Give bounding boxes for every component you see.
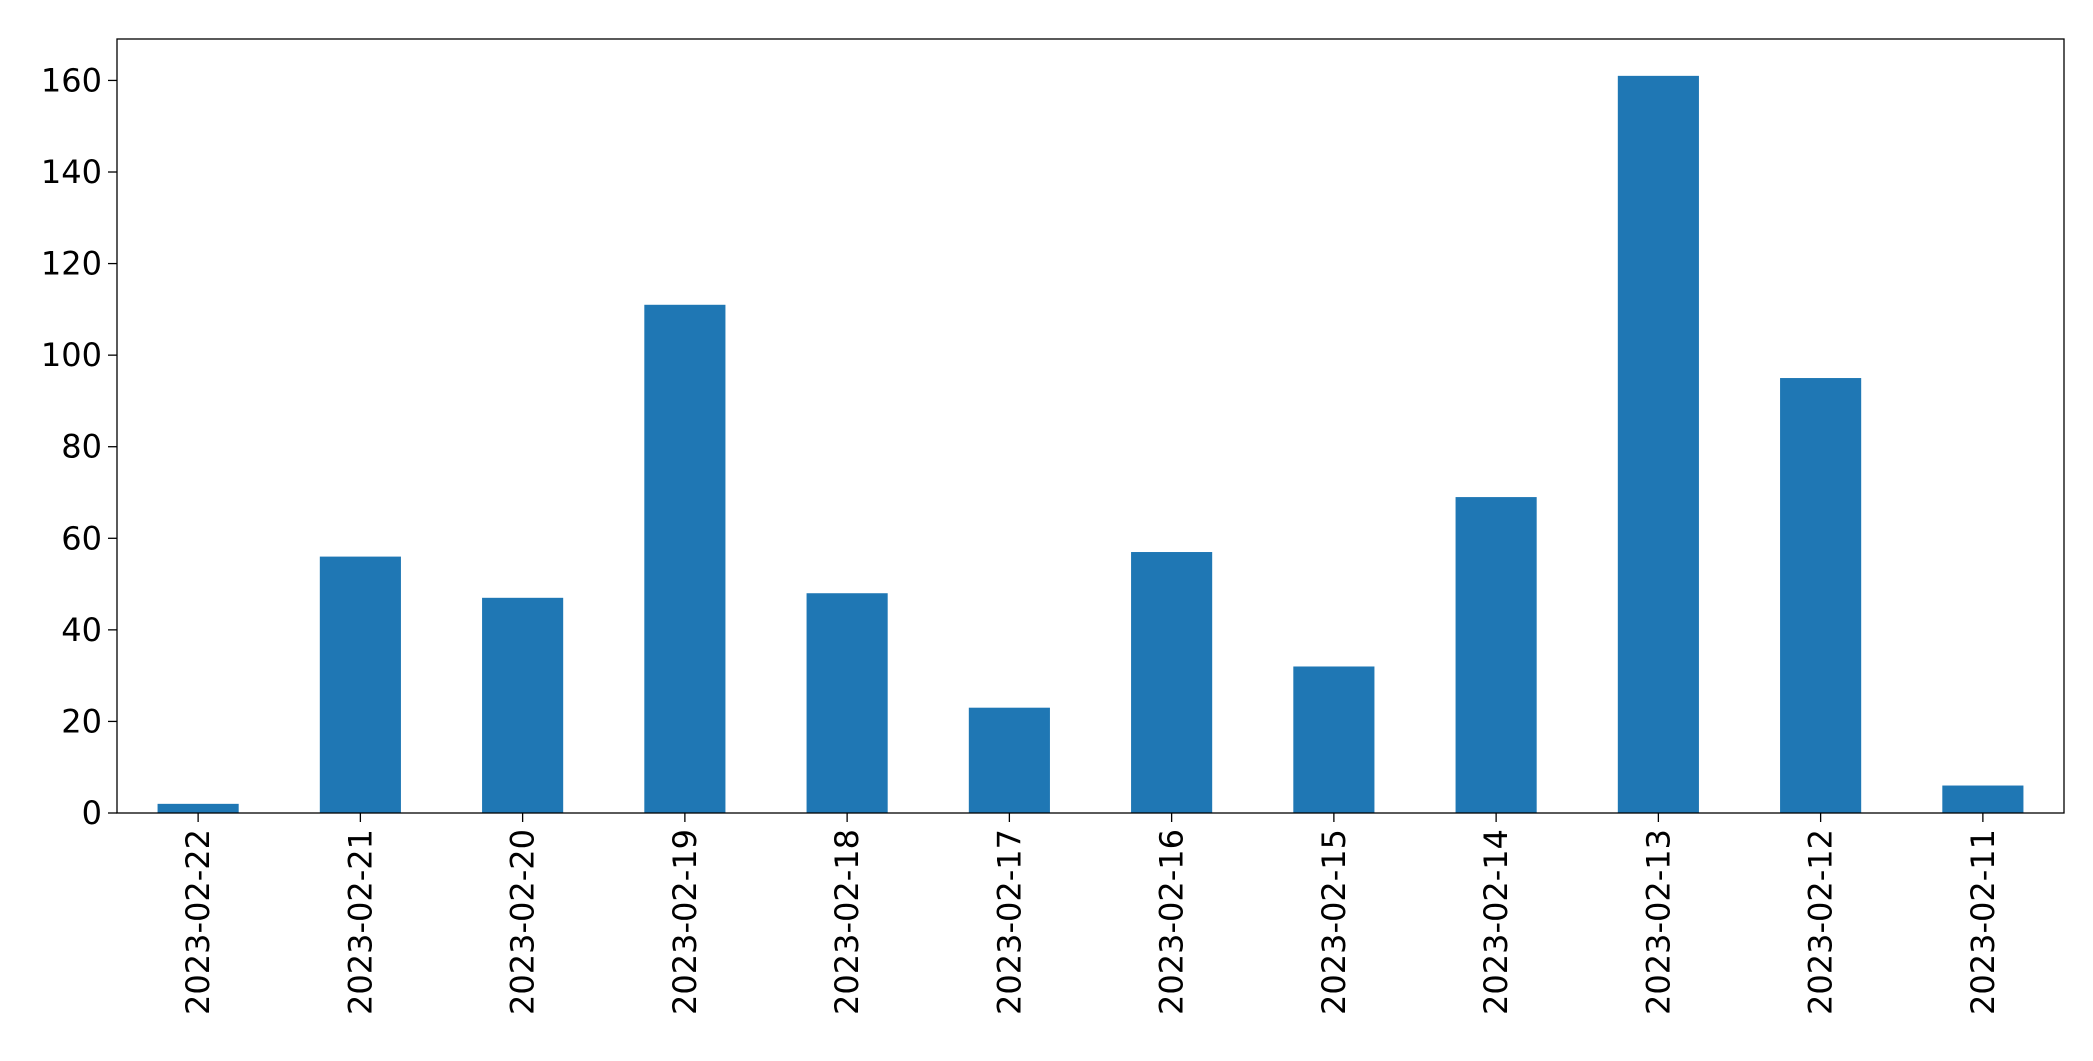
x-tick-label: 2023-02-17	[990, 829, 1028, 1015]
x-tick-label: 2023-02-18	[828, 829, 866, 1015]
bar	[1617, 75, 1699, 814]
y-tick-label: 80	[61, 428, 102, 466]
bar	[1293, 666, 1375, 813]
x-tick-label: 2023-02-16	[1153, 829, 1191, 1015]
x-tick-label: 2023-02-21	[341, 829, 379, 1015]
x-tick-label: 2023-02-14	[1477, 829, 1515, 1015]
x-tick-label: 2023-02-12	[1802, 829, 1840, 1015]
bar	[1131, 552, 1213, 813]
y-tick-label: 60	[61, 519, 102, 557]
x-tick-label: 2023-02-13	[1639, 829, 1677, 1015]
y-tick-label: 20	[61, 702, 102, 740]
bar	[482, 597, 564, 813]
x-tick-label: 2023-02-15	[1315, 829, 1353, 1015]
x-tick-label: 2023-02-22	[179, 829, 217, 1015]
x-tick-label: 2023-02-11	[1964, 829, 2002, 1015]
y-tick-label: 140	[41, 153, 102, 191]
y-tick-label: 120	[41, 245, 102, 283]
bar	[1780, 378, 1862, 813]
bar	[157, 803, 239, 813]
x-tick-label: 2023-02-19	[666, 829, 704, 1015]
bar	[806, 593, 888, 813]
y-tick-label: 100	[41, 336, 102, 374]
y-tick-label: 40	[61, 611, 102, 649]
bar	[1455, 497, 1537, 813]
bar	[1942, 785, 2024, 813]
bar	[644, 304, 726, 813]
plot-frame	[116, 38, 2065, 814]
bar	[968, 707, 1050, 813]
bar	[319, 556, 401, 813]
x-tick-label: 2023-02-20	[504, 829, 542, 1015]
y-tick-label: 0	[82, 794, 102, 832]
y-tick-label: 160	[41, 61, 102, 99]
